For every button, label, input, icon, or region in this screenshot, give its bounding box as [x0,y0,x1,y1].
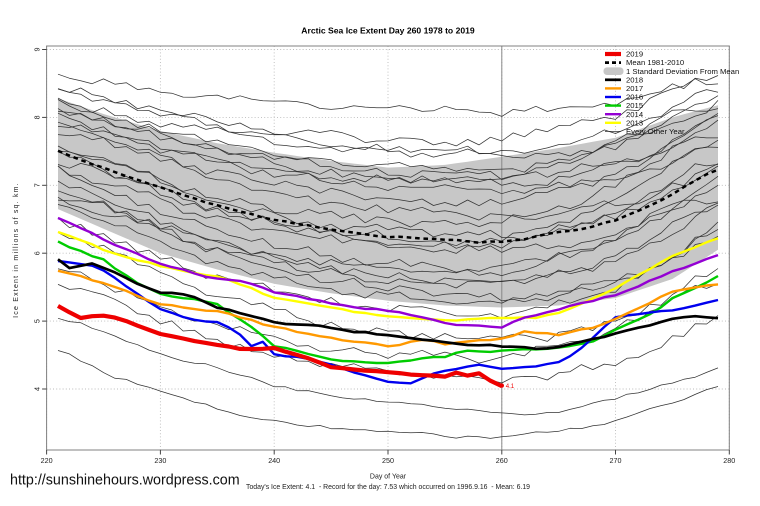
svg-text:4: 4 [33,387,42,391]
svg-text:5: 5 [33,319,42,323]
svg-text:1 Standard Deviation From Mean: 1 Standard Deviation From Mean [626,67,739,76]
svg-text:6: 6 [33,251,42,255]
svg-text:7: 7 [33,183,42,187]
svg-text:250: 250 [382,456,394,465]
svg-text:230: 230 [154,456,166,465]
svg-text:2019: 2019 [626,50,643,59]
svg-text:4.1: 4.1 [506,384,515,390]
svg-text:Today's Ice Extent: 4.1 - Rec: Today's Ice Extent: 4.1 - Record for the… [246,484,530,491]
svg-text:2013: 2013 [626,118,643,127]
svg-text:Every Other Year: Every Other Year [626,127,685,136]
svg-text:2017: 2017 [626,84,643,93]
svg-text:270: 270 [610,456,622,465]
svg-text:9: 9 [33,48,42,52]
svg-text:Day of Year: Day of Year [370,474,407,481]
svg-text:8: 8 [33,115,42,119]
svg-text:240: 240 [268,456,280,465]
svg-text:2016: 2016 [626,93,643,102]
svg-text:2014: 2014 [626,110,644,119]
svg-text:Ice Extent in millions of sq.: Ice Extent in millions of sq. km. [13,182,20,318]
svg-text:http://sunshinehours.wordpress: http://sunshinehours.wordpress.com [10,473,240,489]
svg-text:2018: 2018 [626,75,643,84]
svg-text:220: 220 [41,456,53,465]
svg-text:Mean 1981-2010: Mean 1981-2010 [626,58,684,67]
svg-text:280: 280 [723,456,735,465]
svg-text:260: 260 [496,456,508,465]
svg-text:Arctic Sea Ice Extent Day 260: Arctic Sea Ice Extent Day 260 1978 to 20… [301,26,475,36]
svg-text:2015: 2015 [626,101,643,110]
